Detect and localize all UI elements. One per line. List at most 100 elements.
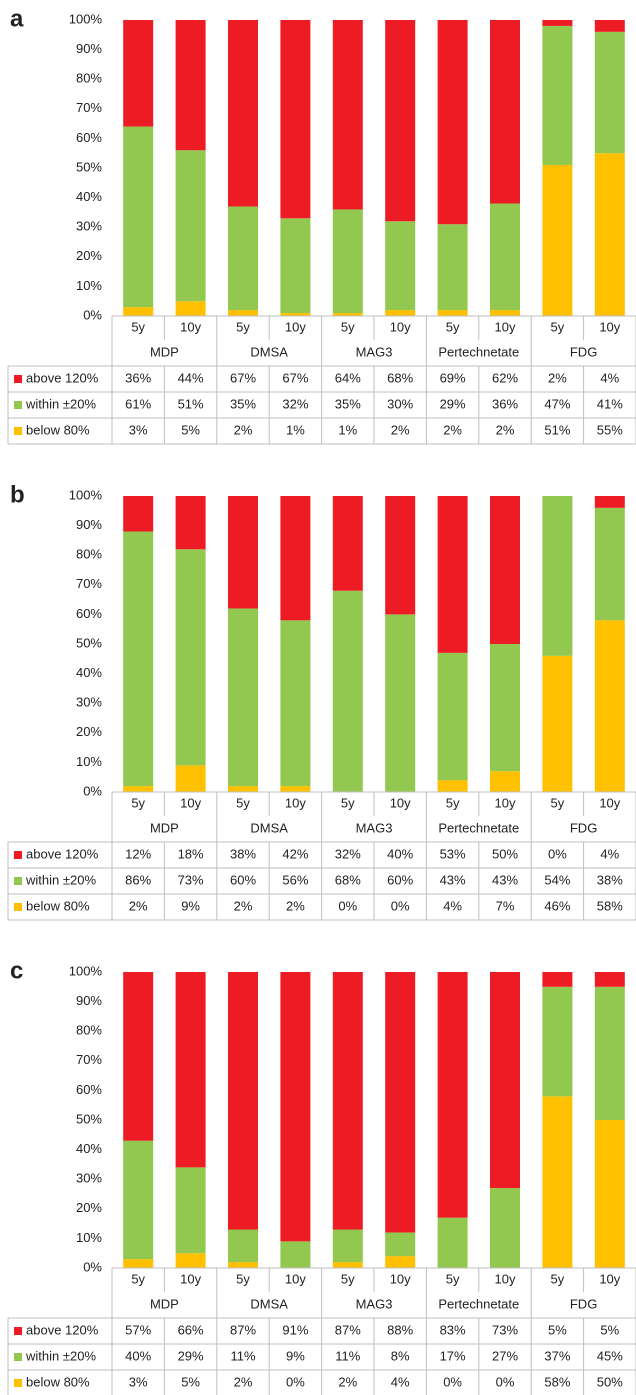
table-cell: 11% (335, 1348, 360, 1363)
x-tick-label: 5y (341, 1271, 355, 1286)
bar-segment (175, 549, 206, 766)
table-cell: 27% (492, 1348, 518, 1363)
y-tick-label: 80% (76, 547, 102, 562)
bar-segment (280, 1241, 311, 1268)
y-tick-label: 10% (76, 278, 102, 293)
x-tick-label: 10y (599, 795, 620, 810)
table-cell: 87% (335, 1322, 361, 1337)
y-tick-label: 80% (76, 71, 102, 86)
table-cell: 5% (600, 1322, 619, 1337)
bar-segment (175, 1253, 206, 1268)
x-tick-label: 5y (446, 795, 460, 810)
x-tick-label: 5y (236, 795, 250, 810)
table-cell: 8% (391, 1348, 410, 1363)
group-label: MAG3 (356, 1296, 393, 1311)
y-tick-label: 90% (76, 517, 102, 532)
bar-segment (594, 31, 625, 154)
bars (123, 20, 625, 316)
legend-label: within ±20% (25, 396, 96, 411)
table-cell: 54% (544, 872, 570, 887)
bar-segment (280, 313, 311, 316)
bar-segment (385, 1232, 416, 1257)
y-tick-label: 60% (76, 1082, 102, 1097)
table-cell: 2% (338, 1374, 357, 1389)
table-cell: 2% (443, 422, 462, 437)
y-tick-label: 20% (76, 724, 102, 739)
table-cell: 5% (181, 422, 200, 437)
table-cell: 44% (178, 370, 204, 385)
bar-segment (123, 20, 154, 127)
bar-segment (542, 25, 573, 166)
bar-segment (385, 1256, 416, 1268)
x-tick-label: 10y (599, 1271, 620, 1286)
table-cell: 62% (492, 370, 518, 385)
bar-segment (542, 1096, 573, 1268)
table-cell: 9% (286, 1348, 305, 1363)
bar-segment (123, 786, 154, 792)
x-tick-label: 10y (285, 795, 306, 810)
legend-label: above 120% (26, 370, 99, 385)
table-cell: 42% (282, 846, 308, 861)
bar-segment (594, 972, 625, 987)
bar-segment (175, 1167, 206, 1254)
table-cell: 0% (391, 898, 410, 913)
table-cell: 37% (544, 1348, 570, 1363)
bar-segment (542, 972, 573, 987)
bar-segment (490, 972, 520, 1189)
bar-segment (175, 150, 206, 302)
y-tick-label: 10% (76, 1230, 102, 1245)
bar-segment (332, 209, 363, 314)
bar-segment (123, 1140, 154, 1260)
legend-swatch (14, 1327, 22, 1335)
x-tick-label: 5y (341, 795, 355, 810)
table-cell: 2% (286, 898, 305, 913)
bar-segment (437, 652, 468, 781)
panel-label: c (10, 957, 23, 984)
table-cell: 58% (544, 1374, 570, 1389)
bars (123, 972, 625, 1268)
bar-segment (228, 1229, 258, 1263)
bar-segment (542, 165, 573, 316)
table-cell: 83% (440, 1322, 466, 1337)
table-cell: 43% (492, 872, 518, 887)
x-tick-label: 5y (551, 1271, 565, 1286)
table-cell: 35% (335, 396, 361, 411)
x-tick-label: 10y (599, 319, 620, 334)
table-cell: 0% (443, 1374, 462, 1389)
bar-segment (594, 507, 625, 621)
group-label: MAG3 (356, 820, 393, 835)
bar-segment (437, 1217, 468, 1268)
x-tick-label: 5y (551, 319, 565, 334)
group-label: FDG (570, 1296, 597, 1311)
table-cell: 18% (178, 846, 204, 861)
y-tick-label: 20% (76, 1200, 102, 1215)
bar-segment (542, 655, 573, 792)
bar-segment (228, 972, 258, 1230)
x-tick-label: 10y (390, 795, 411, 810)
bar-segment (437, 780, 468, 792)
legend-swatch (14, 851, 22, 859)
table-cell: 3% (129, 422, 148, 437)
bar-segment (542, 496, 573, 656)
table-cell: 4% (443, 898, 462, 913)
table-cell: 11% (230, 1348, 255, 1363)
legend-swatch (14, 401, 22, 409)
group-label: Pertechnetate (438, 820, 519, 835)
x-tick-label: 10y (495, 319, 516, 334)
bar-segment (280, 218, 311, 314)
table-cell: 35% (230, 396, 256, 411)
table-cell: 61% (125, 396, 151, 411)
bar-segment (280, 972, 311, 1242)
table-cell: 5% (181, 1374, 200, 1389)
legend-swatch (14, 877, 22, 885)
y-tick-label: 20% (76, 248, 102, 263)
table-cell: 0% (548, 846, 567, 861)
table-cell: 50% (492, 846, 518, 861)
y-tick-label: 50% (76, 635, 102, 650)
table-cell: 40% (387, 846, 413, 861)
bar-segment (385, 20, 416, 222)
table-cell: 1% (338, 422, 357, 437)
bar-segment (490, 310, 520, 316)
bar-segment (175, 972, 206, 1168)
